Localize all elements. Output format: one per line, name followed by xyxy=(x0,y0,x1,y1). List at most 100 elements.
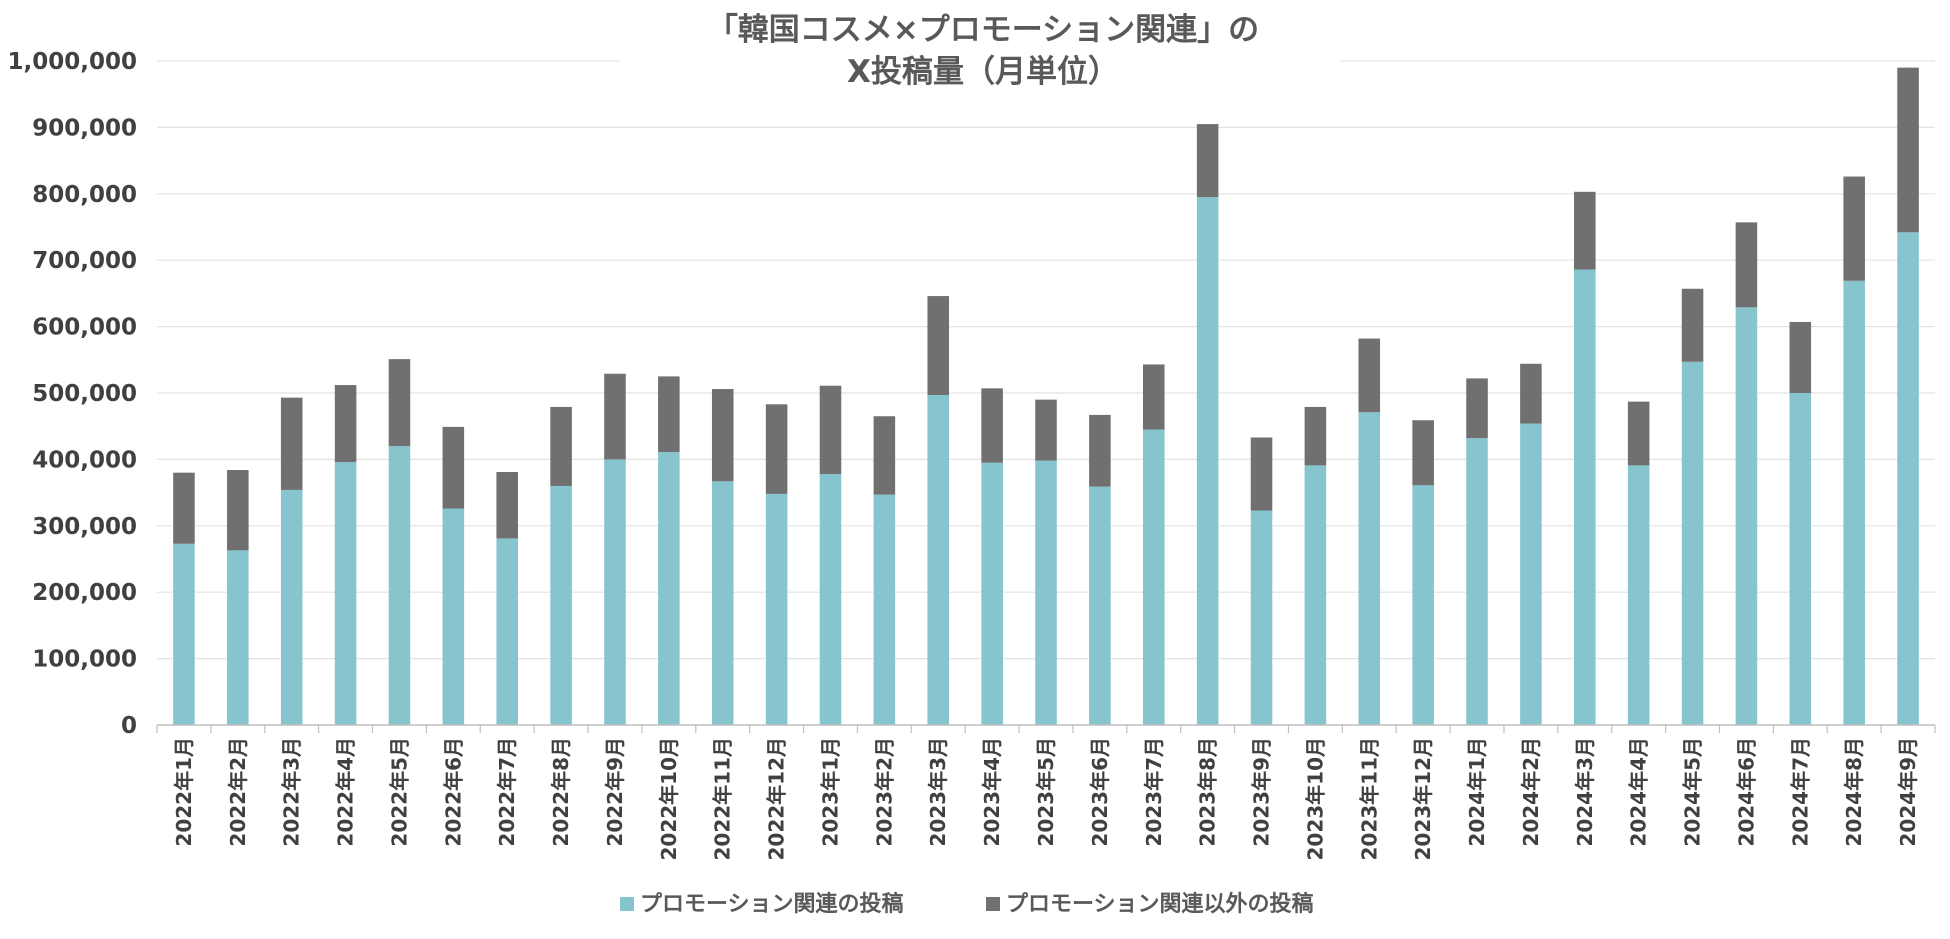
bar-non-promo xyxy=(1089,414,1111,487)
y-tick-label: 300,000 xyxy=(32,514,137,540)
x-tick-label: 2023年1月 xyxy=(818,737,842,847)
bar-promo xyxy=(1520,423,1542,725)
x-tick-label: 2023年7月 xyxy=(1142,737,1166,847)
x-tick-label: 2022年6月 xyxy=(441,737,465,847)
y-axis-ticks: 0 100,000 200,000 300,000 400,000 500,000 600,… xyxy=(8,49,138,739)
y-tick-label: 1,000,000 xyxy=(8,49,138,75)
y-tick-label: 900,000 xyxy=(32,115,137,141)
x-tick-label: 2024年5月 xyxy=(1681,737,1705,847)
x-tick-label: 2023年5月 xyxy=(1034,737,1058,847)
chart-title: 「韓国コスメ×プロモーション関連」の X投稿量（月単位） xyxy=(620,0,1340,92)
x-tick-label: 2022年5月 xyxy=(387,737,411,847)
y-tick-label: 200,000 xyxy=(32,580,137,606)
bar-non-promo xyxy=(1520,363,1542,424)
bar-non-promo xyxy=(1681,288,1704,362)
y-tick-label: 500,000 xyxy=(32,381,137,407)
bar-promo xyxy=(658,452,680,725)
x-tick-label: 2024年9月 xyxy=(1896,737,1920,847)
bar-promo xyxy=(496,538,518,725)
bar-promo xyxy=(981,462,1003,725)
bar-promo xyxy=(173,543,195,725)
bar-promo xyxy=(1789,393,1812,725)
bar-non-promo xyxy=(1627,401,1650,466)
x-tick-label: 2024年2月 xyxy=(1519,737,1543,847)
legend-item-promo: プロモーション関連の投稿 xyxy=(620,891,904,917)
x-tick-label: 2024年3月 xyxy=(1573,737,1597,847)
bar-non-promo xyxy=(227,470,249,551)
bar-promo xyxy=(1681,361,1704,725)
bar-promo xyxy=(604,459,626,725)
bar-promo xyxy=(550,485,572,725)
x-tick-label: 2023年11月 xyxy=(1357,737,1381,861)
bar-non-promo xyxy=(334,385,357,463)
bar-non-promo xyxy=(1735,222,1758,308)
bar-non-promo xyxy=(873,416,896,495)
x-tick-label: 2024年6月 xyxy=(1734,737,1758,847)
x-tick-label: 2022年1月 xyxy=(172,737,196,847)
bar-promo xyxy=(1843,280,1865,725)
bar-promo xyxy=(927,394,950,725)
x-tick-label: 2022年3月 xyxy=(280,737,304,847)
bar-promo xyxy=(873,494,896,725)
bar-non-promo xyxy=(1412,420,1434,486)
bar-non-promo xyxy=(927,296,950,395)
bar-non-promo xyxy=(604,373,626,460)
bar-non-promo xyxy=(765,404,788,494)
bar-promo xyxy=(227,550,249,725)
x-axis-ticks xyxy=(156,725,1936,733)
bars xyxy=(173,67,1919,725)
bar-non-promo xyxy=(981,388,1003,463)
x-tick-label: 2022年4月 xyxy=(334,737,358,847)
title-line-1: 「韓国コスメ×プロモーション関連」の xyxy=(707,12,1259,48)
bar-promo xyxy=(1897,232,1919,725)
x-tick-label: 2024年8月 xyxy=(1842,737,1866,847)
bar-non-promo xyxy=(280,397,303,490)
x-tick-label: 2023年12月 xyxy=(1411,737,1435,861)
bar-non-promo xyxy=(819,385,842,475)
title-background xyxy=(620,0,1340,92)
x-tick-label: 2022年9月 xyxy=(603,737,627,847)
bar-promo xyxy=(388,446,411,725)
bar-non-promo xyxy=(388,359,411,447)
y-tick-label: 100,000 xyxy=(32,647,137,673)
x-tick-label: 2022年11月 xyxy=(711,737,735,861)
bar-non-promo xyxy=(1358,338,1381,413)
x-tick-label: 2023年8月 xyxy=(1196,737,1220,847)
legend-swatch-non-promo xyxy=(986,897,1000,911)
x-tick-label: 2023年2月 xyxy=(872,737,896,847)
bar-non-promo xyxy=(1142,364,1165,430)
bar-non-promo xyxy=(1574,191,1596,270)
bar-non-promo xyxy=(496,472,518,539)
bar-promo xyxy=(711,481,734,725)
bar-non-promo xyxy=(1250,437,1273,511)
x-tick-label: 2024年7月 xyxy=(1788,737,1812,847)
bar-non-promo xyxy=(173,472,195,544)
bar-promo xyxy=(280,489,303,725)
legend-item-non-promo: プロモーション関連以外の投稿 xyxy=(986,891,1314,917)
legend: プロモーション関連の投稿 プロモーション関連以外の投稿 xyxy=(620,891,1314,917)
bar-non-promo xyxy=(1897,67,1919,233)
bar-non-promo xyxy=(711,389,734,482)
bar-non-promo xyxy=(550,406,572,486)
bar-non-promo xyxy=(1789,321,1812,393)
y-tick-label: 0 xyxy=(121,713,137,739)
x-tick-label: 2022年7月 xyxy=(495,737,519,847)
bar-non-promo xyxy=(1466,378,1488,439)
x-tick-label: 2022年10月 xyxy=(657,737,681,861)
x-tick-label: 2022年8月 xyxy=(549,737,573,847)
y-tick-label: 800,000 xyxy=(32,182,137,208)
x-tick-label: 2023年9月 xyxy=(1250,737,1274,847)
x-tick-label: 2024年1月 xyxy=(1465,737,1489,847)
bar-promo xyxy=(1466,438,1488,725)
bar-promo xyxy=(819,474,842,725)
legend-swatch-promo xyxy=(620,897,634,911)
bar-non-promo xyxy=(1196,124,1219,198)
bar-non-promo xyxy=(1843,176,1865,281)
bar-non-promo xyxy=(1304,406,1327,466)
bar-promo xyxy=(334,462,357,725)
bar-promo xyxy=(1358,412,1381,725)
bar-promo xyxy=(1250,510,1273,725)
title-line-2: X投稿量（月単位） xyxy=(847,54,1119,90)
bar-promo xyxy=(1574,269,1596,725)
